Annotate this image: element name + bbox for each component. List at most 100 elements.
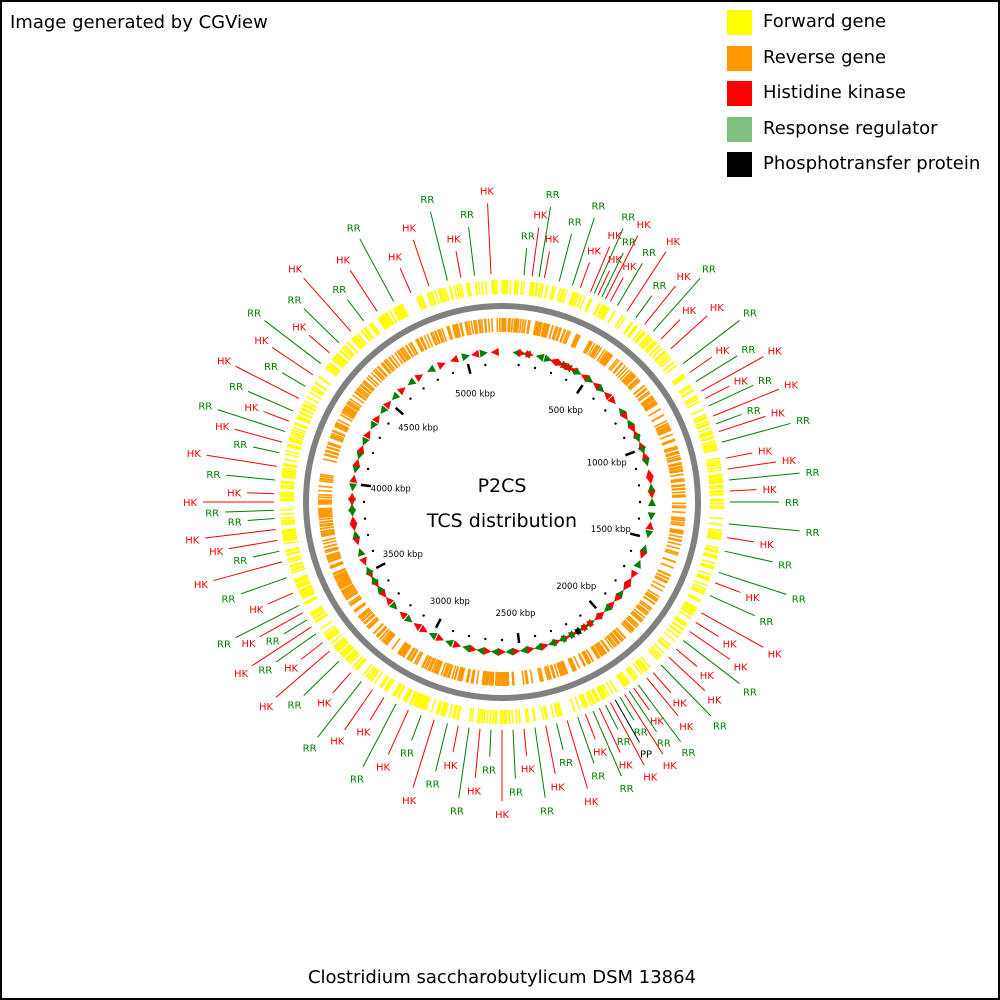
reverse-gene-mark	[669, 473, 685, 478]
reverse-gene-mark	[526, 319, 530, 334]
feature-label: HK	[447, 234, 462, 245]
feature-callout-line	[695, 355, 738, 383]
forward-gene-track	[279, 279, 725, 725]
reverse-gene-mark	[596, 642, 606, 655]
forward-gene-mark	[688, 593, 702, 602]
feature-callout-line	[369, 696, 385, 721]
forward-gene-mark	[584, 298, 592, 312]
feature-callout-line	[727, 461, 777, 470]
feature-callout-line	[637, 684, 682, 743]
feature-callout-line	[724, 550, 773, 563]
forward-gene-mark	[678, 610, 692, 620]
forward-gene-mark	[281, 474, 296, 478]
tcs-arrow-marker	[623, 581, 632, 591]
feature-callout-line	[308, 334, 330, 354]
tcs-arrow-marker	[637, 445, 646, 455]
forward-gene-mark	[421, 695, 428, 710]
forward-gene-mark	[335, 639, 348, 651]
feature-callout-line	[728, 472, 800, 481]
forward-gene-mark	[369, 668, 380, 682]
reverse-gene-mark	[484, 671, 488, 686]
forward-gene-mark	[437, 700, 443, 715]
reverse-gene-mark	[379, 628, 390, 641]
forward-gene-mark	[310, 387, 324, 397]
forward-gene-mark	[605, 681, 614, 695]
tcs-arrow-marker	[414, 374, 424, 383]
forward-gene-mark	[429, 291, 436, 306]
tcs-arrow-marker	[543, 354, 553, 362]
forward-gene-mark	[542, 705, 548, 720]
feature-callout-line	[205, 528, 276, 539]
feature-callout-line	[235, 365, 300, 399]
forward-gene-mark	[593, 302, 602, 316]
reverse-gene-mark	[567, 658, 575, 672]
feature-label: HK	[593, 747, 608, 758]
feature-callout-line	[689, 356, 713, 373]
reverse-gene-mark	[318, 511, 333, 514]
forward-gene-mark	[422, 696, 430, 711]
tcs-arrow-marker	[413, 623, 423, 632]
reverse-gene-mark	[322, 458, 337, 463]
feature-label: RR	[217, 640, 231, 651]
reverse-gene-mark	[319, 479, 334, 484]
forward-gene-mark	[378, 316, 388, 330]
reverse-gene-mark	[341, 411, 355, 420]
feature-callout-line	[712, 388, 780, 417]
reverse-gene-mark	[321, 532, 336, 537]
forward-gene-mark	[334, 355, 346, 367]
reverse-gene-mark	[671, 484, 686, 488]
forward-gene-mark	[524, 708, 528, 723]
reverse-gene-mark	[335, 575, 350, 583]
forward-gene-mark	[455, 284, 461, 299]
feature-callout-line	[489, 729, 492, 757]
forward-gene-mark	[574, 696, 581, 711]
forward-gene-mark	[295, 579, 310, 586]
forward-gene-mark	[326, 629, 339, 640]
forward-gene-mark	[491, 709, 494, 724]
reverse-gene-mark	[671, 518, 686, 522]
scale-dot	[484, 637, 487, 641]
scale-dot	[436, 378, 440, 382]
reverse-gene-mark	[543, 666, 549, 681]
forward-gene-mark	[282, 464, 298, 469]
forward-gene-mark	[340, 644, 352, 656]
reverse-gene-mark	[319, 522, 334, 526]
feature-callout-line	[468, 226, 476, 276]
reverse-gene-mark	[420, 336, 428, 350]
feature-label: RR	[785, 498, 799, 509]
forward-gene-mark	[293, 574, 308, 581]
legend-label-phosphotransfer: Phosphotransfer protein	[763, 153, 981, 174]
forward-gene-mark	[281, 522, 296, 526]
tcs-arrow-marker	[535, 353, 545, 362]
forward-gene-mark	[618, 673, 629, 686]
feature-callout-line	[247, 518, 275, 521]
forward-gene-mark	[286, 550, 301, 556]
reverse-gene-mark	[522, 319, 527, 334]
reverse-gene-mark	[524, 670, 528, 685]
reverse-gene-mark	[410, 649, 419, 663]
reverse-gene-mark	[354, 603, 367, 613]
feature-callout-line	[633, 687, 650, 711]
forward-gene-mark	[521, 281, 525, 296]
forward-gene-mark	[614, 315, 624, 328]
forward-gene-mark	[281, 471, 297, 475]
reverse-gene-mark	[326, 446, 340, 453]
forward-gene-mark	[281, 528, 296, 533]
reverse-gene-mark	[429, 332, 437, 346]
forward-gene-mark	[634, 661, 645, 673]
forward-gene-mark	[601, 307, 610, 321]
feature-label: RR	[713, 721, 727, 732]
tcs-arrow-marker	[627, 419, 635, 429]
forward-gene-mark	[448, 703, 454, 718]
feature-callout-line	[412, 719, 435, 788]
forward-gene-mark	[388, 310, 398, 323]
map-title: P2CS	[478, 475, 527, 497]
forward-gene-mark	[280, 481, 295, 485]
reverse-gene-mark	[548, 324, 554, 339]
reverse-gene-mark	[671, 487, 686, 491]
forward-gene-mark	[471, 707, 475, 723]
tcs-arrow-marker	[641, 457, 650, 467]
reverse-gene-mark	[318, 507, 333, 510]
scale-tick-label: 3500 kbp	[383, 550, 423, 560]
